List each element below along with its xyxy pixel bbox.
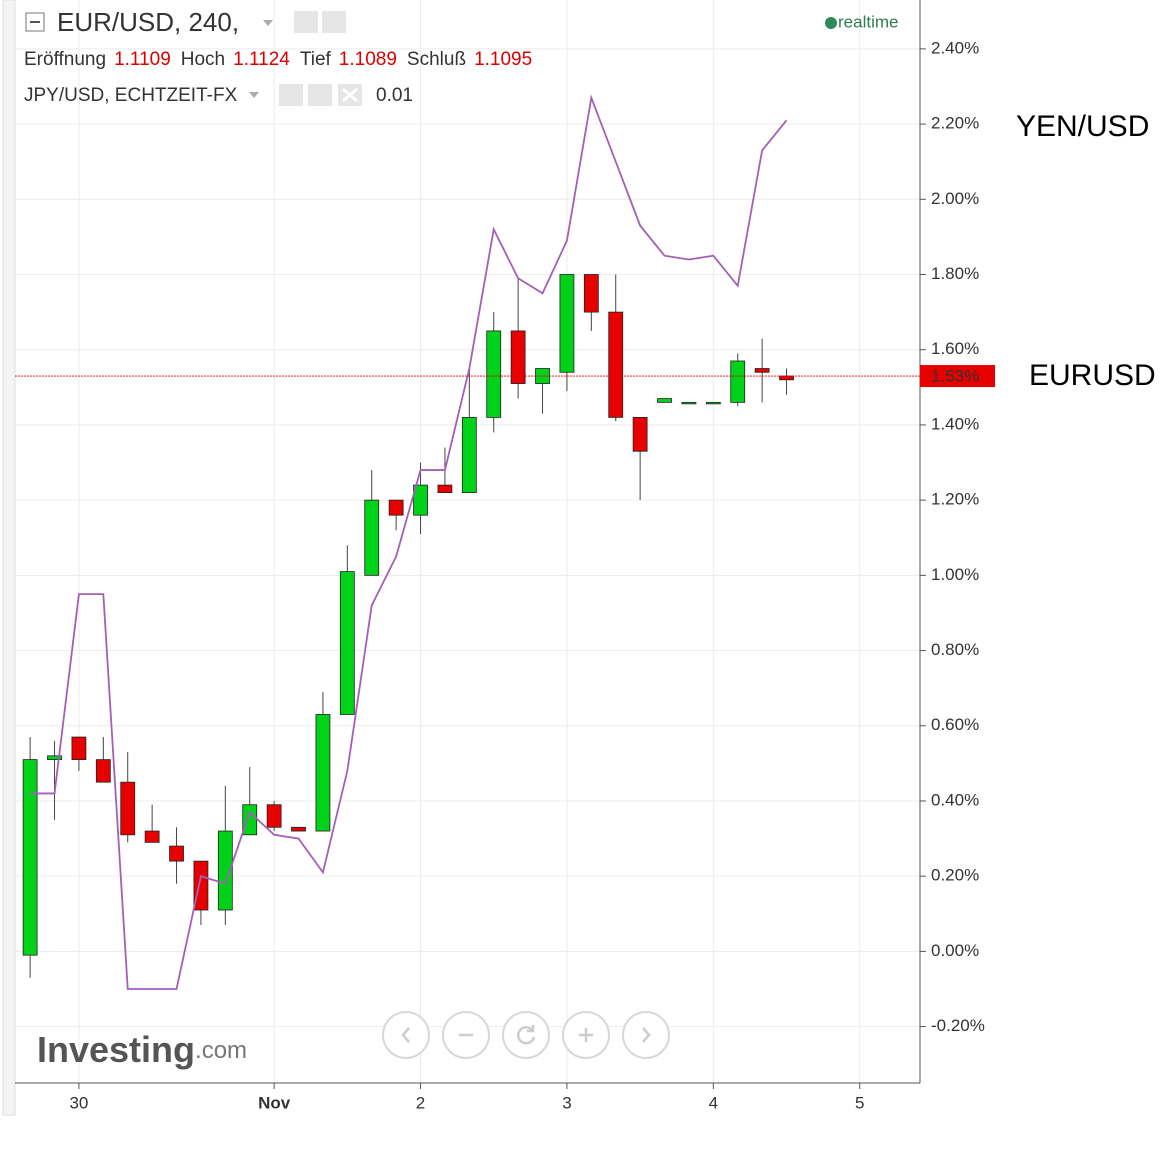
y-tick-label: 2.20% xyxy=(931,114,979,133)
candle-body xyxy=(364,499,380,576)
candle-body xyxy=(608,311,624,418)
candle-body xyxy=(388,499,404,516)
ohlc-row: Eröffnung 1.1109 Hoch 1.1124 Tief 1.1089 Schlu… xyxy=(24,49,532,70)
x-tick-label: 3 xyxy=(562,1093,571,1112)
y-tick-label: 0.80% xyxy=(931,640,979,659)
ohlc-label: Hoch xyxy=(181,49,225,70)
series-label: EURUSD xyxy=(1029,359,1156,392)
grid xyxy=(15,0,920,1083)
eye-icon[interactable] xyxy=(279,84,303,106)
nav-icon xyxy=(642,1027,651,1043)
candle-body xyxy=(583,274,599,313)
y-tick-label: 0.40% xyxy=(931,790,979,809)
candle-body xyxy=(339,571,355,715)
nav-reset[interactable] xyxy=(502,1011,550,1059)
ohlc-value: 1.1095 xyxy=(474,49,532,70)
candle-body xyxy=(559,274,575,373)
y-tick-label: 0.00% xyxy=(931,941,979,960)
candle-body xyxy=(510,330,526,384)
candle-body xyxy=(95,759,111,783)
candle-body xyxy=(730,360,746,403)
y-tick-label: 2.40% xyxy=(931,38,979,57)
last-price-box xyxy=(920,365,995,388)
candle-body xyxy=(779,375,794,381)
status-dot xyxy=(825,17,837,29)
candle-body xyxy=(71,736,87,761)
candle-body xyxy=(291,826,306,832)
gear-icon[interactable] xyxy=(308,84,332,106)
gear-icon[interactable] xyxy=(322,11,346,33)
candle-body xyxy=(22,759,38,956)
candle-body xyxy=(169,845,184,862)
ohlc-label: Tief xyxy=(300,49,332,70)
y-tick-label: -0.20% xyxy=(931,1016,985,1035)
ohlc-label: Eröffnung xyxy=(24,49,106,70)
indicator-name: JPY/USD, ECHTZEIT-FX xyxy=(24,85,238,106)
candle-body xyxy=(705,401,721,405)
y-tick-label: 1.80% xyxy=(931,264,979,283)
x-tick-label: 2 xyxy=(416,1093,425,1112)
watermark: Investing.com xyxy=(37,1029,247,1070)
candle-body xyxy=(217,830,233,911)
candle-body xyxy=(461,417,477,494)
ohlc-value: 1.1124 xyxy=(233,49,290,70)
nav-left[interactable] xyxy=(382,1011,430,1059)
dropdown[interactable] xyxy=(249,92,259,98)
dropdown[interactable] xyxy=(263,20,273,26)
ohlc-label: Schluß xyxy=(407,49,466,70)
close-icon xyxy=(342,87,358,103)
nav-icon xyxy=(401,1027,410,1043)
x-tick-label: 30 xyxy=(69,1093,88,1112)
status: realtime xyxy=(838,12,898,31)
candle-body xyxy=(486,330,502,418)
side-scroll[interactable] xyxy=(2,0,16,1116)
y-tick-label: 1.40% xyxy=(931,414,979,433)
series-label: YEN/USD xyxy=(1016,110,1149,143)
ohlc-value: 1.1089 xyxy=(339,49,397,70)
line xyxy=(30,94,788,990)
candle-body xyxy=(657,398,672,403)
plot xyxy=(15,94,920,990)
y-tick-label: 1.00% xyxy=(931,565,979,584)
nav-right[interactable] xyxy=(622,1011,670,1059)
candle-body xyxy=(266,804,282,828)
nav-icons xyxy=(401,1025,651,1045)
x-tick-label: 5 xyxy=(855,1093,864,1112)
x-tick-label: 4 xyxy=(709,1093,718,1112)
candle-body xyxy=(242,804,258,836)
nav-icon xyxy=(579,1028,593,1042)
nav-icon xyxy=(516,1025,536,1045)
indicator-value: 0.01 xyxy=(376,85,413,106)
candle-body xyxy=(315,714,331,832)
symbol: EUR/USD, 240, xyxy=(57,7,239,37)
candle-body xyxy=(681,401,697,405)
eye-icon[interactable] xyxy=(294,11,318,33)
watermark-suffix: .com xyxy=(195,1037,247,1064)
y-tick-label: 1.60% xyxy=(931,339,979,358)
candle-body xyxy=(47,755,62,761)
candle-body xyxy=(754,368,770,373)
candle-body xyxy=(413,484,428,516)
y-tick-label: 2.00% xyxy=(931,189,979,208)
candle-body xyxy=(120,781,136,836)
x-tick-label: Nov xyxy=(258,1093,291,1112)
y-tick-label: 0.20% xyxy=(931,866,979,885)
candle-body xyxy=(144,830,160,843)
y-tick-label: 0.60% xyxy=(931,715,979,734)
candle-body xyxy=(193,860,209,911)
candle-body xyxy=(632,417,648,452)
ohlc-value: 1.1109 xyxy=(114,49,171,70)
y-tick-label: 1.20% xyxy=(931,490,979,509)
watermark-brand: Investing xyxy=(37,1029,195,1070)
last-price-label: 1.53% xyxy=(931,367,979,386)
candle-body xyxy=(437,484,453,494)
